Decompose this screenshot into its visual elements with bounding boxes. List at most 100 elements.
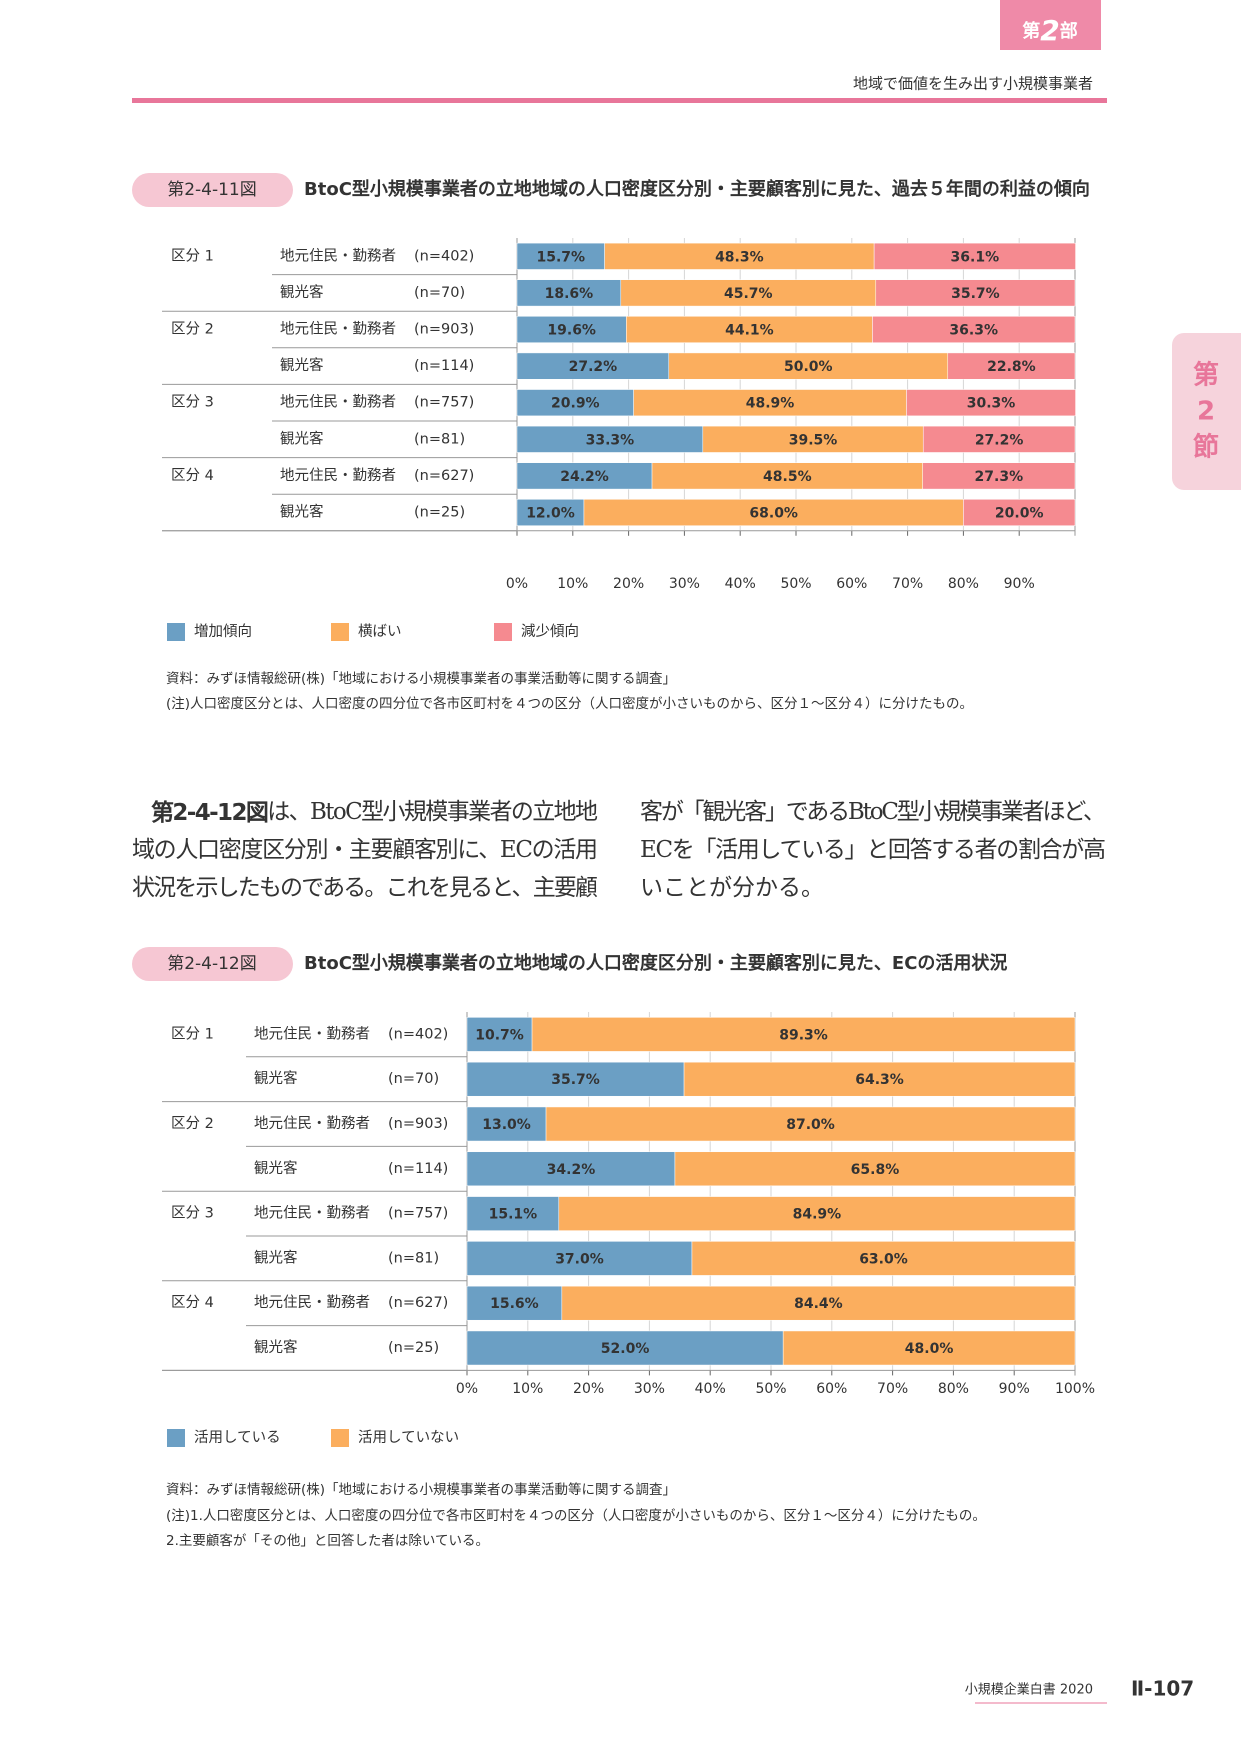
value-label: 84.9% [793,1207,842,1223]
sample-size: (n=402) [388,1026,448,1042]
group-label: 区分 3 [171,394,214,411]
body-line: 客が「観光客」であるBtoC型小規模事業者ほど、 [640,799,1106,825]
sample-size: (n=81) [414,431,465,447]
x-tick-label: 80% [938,1381,969,1397]
bar-segment [782,1330,1076,1366]
body-line: 状況を示したものである。これを見ると、主要顧 [132,875,598,901]
category-label: 地元住民・勤務者 [254,1205,370,1222]
group-label: 区分 1 [171,1025,214,1042]
section-tab-char: 節 [1193,432,1219,463]
body-text: 域の人口密度区分別・主要顧客別に、ECの活用 [132,837,598,863]
bar-segment [620,279,877,307]
part-prefix: 第 [1022,20,1040,42]
note: 資料：みずほ情報総研(株)「地域における小規模事業者の事業活動等に関する調査」 [166,1481,676,1498]
value-label: 84.4% [794,1296,843,1312]
bar-segment [466,1196,560,1231]
body-lead: 第2-4-12図 [151,799,269,826]
body-text: ECを「活用している」と回答する者の割合が高 [640,837,1106,863]
value-label: 48.5% [763,469,812,485]
value-label: 10.7% [475,1027,524,1043]
bar-segment [633,389,907,417]
bar-segment [947,352,1076,380]
value-label: 20.9% [551,396,600,412]
bar-segment [558,1196,1076,1231]
category-label: 観光客 [254,1070,298,1087]
value-label: 48.0% [905,1341,954,1357]
bar-segment [583,499,964,526]
bar-segment [516,316,627,343]
section-tab [1172,333,1241,490]
sample-size: (n=903) [414,322,474,338]
x-tick-label: 20% [573,1381,604,1397]
sample-size: (n=114) [414,358,474,374]
bar-segment [466,1061,685,1097]
x-tick-label: 90% [999,1381,1030,1397]
sample-size: (n=903) [388,1116,448,1132]
figure-label-pill [132,173,293,207]
value-label: 35.7% [551,1072,600,1088]
x-tick-label: 40% [725,576,756,592]
body-line: 第2-4-12図は、BtoC型小規模事業者の立地地 [151,799,598,826]
sample-size: (n=627) [388,1295,448,1311]
bar-segment [516,279,622,307]
value-label: 15.6% [490,1296,539,1312]
x-tick-label: 10% [557,576,588,592]
category-label: 観光客 [280,357,324,374]
value-label: 18.6% [545,286,594,302]
sample-size: (n=70) [414,285,465,301]
part-number: 2 [1040,14,1059,47]
x-tick-label: 50% [780,576,811,592]
x-tick-label: 80% [948,576,979,592]
bar-segment [466,1106,547,1142]
legend-label: 活用していない [358,1429,459,1446]
sample-size: (n=25) [414,505,465,521]
value-label: 13.0% [482,1117,531,1133]
value-label: 48.3% [715,249,764,265]
figure-label: 第2-4-11図 [167,180,257,200]
x-tick-label: 30% [634,1381,665,1397]
value-label: 34.2% [547,1162,596,1178]
category-label: 地元住民・勤務者 [254,1115,370,1132]
legend-label: 横ばい [358,623,402,640]
value-label: 20.0% [995,506,1044,522]
bar-segment [604,242,875,270]
sample-size: (n=25) [388,1340,439,1356]
value-label: 15.1% [489,1207,538,1223]
bar-segment [922,462,1076,490]
bar-segment [531,1017,1076,1052]
bar-segment [626,316,873,343]
body-text: 状況を示したものである。これを見ると、主要顧 [132,875,598,901]
bar-segment [466,1330,784,1366]
value-label: 39.5% [789,432,838,448]
value-label: 24.2% [560,469,609,485]
category-label: 観光客 [254,1160,298,1177]
bar-segment [702,425,924,453]
legend-swatch [494,623,512,641]
legend-label: 減少傾向 [521,623,579,640]
value-label: 89.3% [779,1027,828,1043]
sample-size: (n=81) [388,1250,439,1266]
category-label: 観光客 [280,504,324,521]
legend-swatch [331,1429,349,1447]
note: (注)1.人口密度区分とは、人口密度の四分位で各市区町村を４つの区分（人口密度が… [166,1507,986,1524]
figure-title: BtoC型小規模事業者の立地地域の人口密度区分別・主要顧客別に見た、過去５年間の… [304,178,1090,200]
category-label: 観光客 [254,1339,298,1356]
value-label: 33.3% [586,432,635,448]
value-label: 45.7% [724,286,773,302]
x-tick-label: 60% [836,576,867,592]
bar-segment [922,425,1076,453]
footer-page: Ⅱ-107 [1131,1677,1194,1701]
group-label: 区分 1 [171,247,214,264]
figure-title: BtoC型小規模事業者の立地地域の人口密度区分別・主要顧客別に見た、ECの活用状… [304,952,1007,974]
bar-segment [545,1106,1076,1142]
value-label: 50.0% [784,359,833,375]
body-text: いことが分かる。 [640,875,824,901]
category-label: 地元住民・勤務者 [280,321,396,338]
x-tick-label: 90% [1004,576,1035,592]
footer-book: 小規模企業白書 2020 [965,1682,1093,1698]
bar-segment [691,1241,1076,1276]
x-tick-label: 70% [892,576,923,592]
sample-size: (n=402) [414,248,474,264]
body-line: いことが分かる。 [640,875,824,901]
x-tick-label: 40% [695,1381,726,1397]
